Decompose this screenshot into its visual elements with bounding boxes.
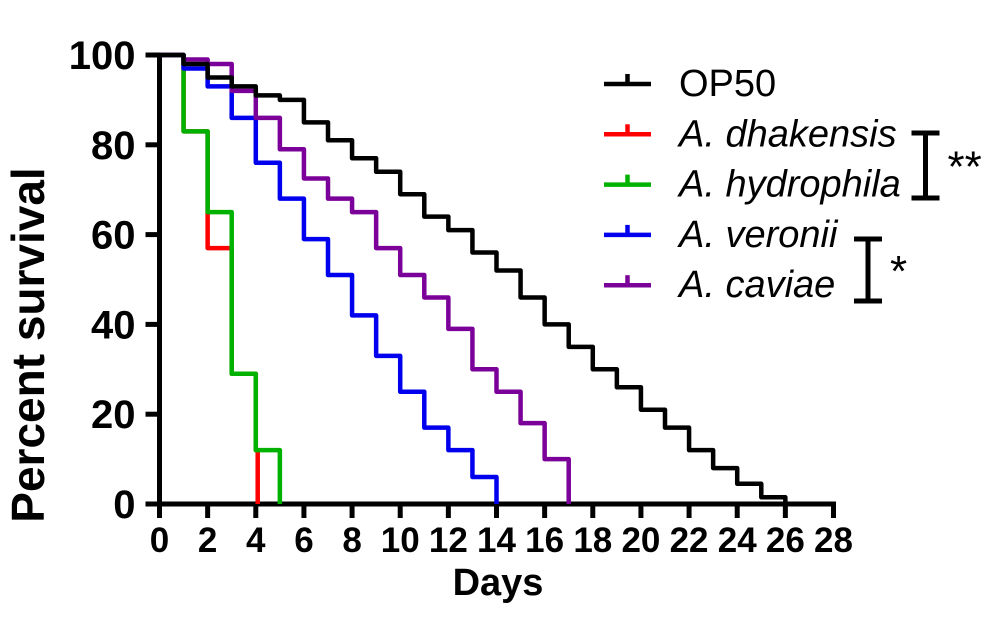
svg-text:40: 40 [91,303,136,347]
svg-text:100: 100 [69,34,136,78]
svg-text:0: 0 [150,521,169,560]
svg-text:4: 4 [246,521,266,560]
svg-text:24: 24 [718,521,757,560]
svg-text:18: 18 [573,521,612,560]
svg-text:*: * [890,247,907,296]
svg-text:0: 0 [113,483,135,527]
svg-text:OP50: OP50 [679,63,776,105]
svg-text:60: 60 [91,214,136,258]
svg-text:6: 6 [294,521,313,560]
svg-text:A. dhakensis: A. dhakensis [677,113,897,155]
svg-text:80: 80 [91,124,136,168]
svg-text:8: 8 [342,521,361,560]
svg-text:A. hydrophila: A. hydrophila [677,164,901,206]
svg-text:A. caviae: A. caviae [677,264,835,306]
svg-text:20: 20 [621,521,660,560]
svg-text:28: 28 [814,521,853,560]
svg-text:14: 14 [477,521,516,560]
svg-text:12: 12 [429,521,468,560]
svg-text:10: 10 [381,521,420,560]
svg-text:20: 20 [91,393,136,437]
svg-text:26: 26 [766,521,805,560]
svg-text:22: 22 [670,521,709,560]
svg-text:2: 2 [198,521,217,560]
svg-text:16: 16 [525,521,564,560]
svg-text:**: ** [948,143,982,192]
svg-text:A. veronii: A. veronii [677,214,839,256]
